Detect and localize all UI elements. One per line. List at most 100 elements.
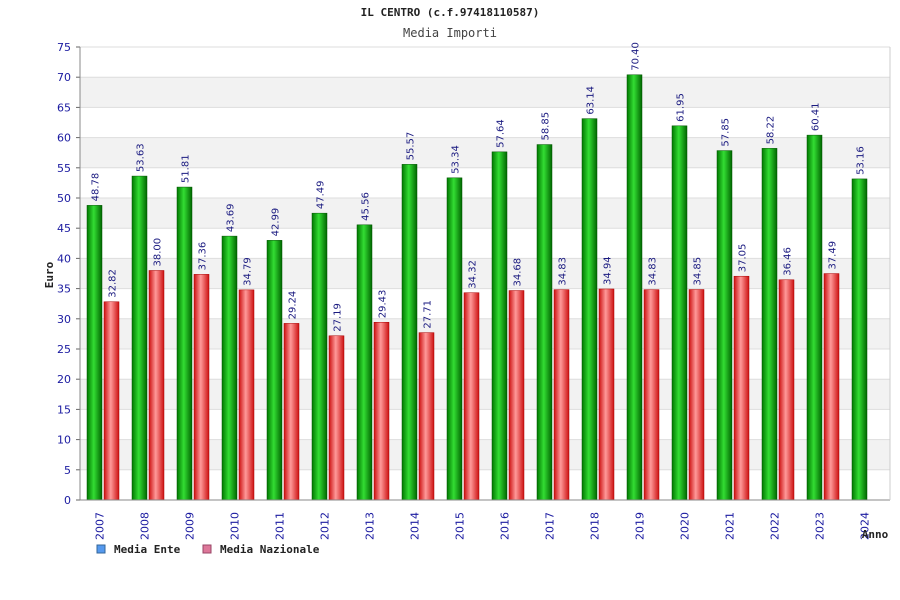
legend-swatch-media-ente	[96, 544, 106, 554]
data-label: 48.78	[91, 173, 102, 202]
grid-band	[80, 439, 890, 470]
data-label: 60.41	[811, 102, 822, 131]
data-label: 34.32	[468, 260, 479, 289]
bar-media-nazionale-2008	[148, 270, 165, 501]
y-axis-label: Euro	[43, 261, 56, 288]
data-label: 53.63	[136, 143, 147, 172]
bar-media-ente-2016	[491, 151, 508, 501]
bar-media-ente-2008	[131, 175, 148, 501]
y-tick-label: 35	[57, 283, 71, 296]
bar-media-ente-2011	[266, 240, 283, 501]
data-label: 58.85	[541, 112, 552, 141]
legend-swatch-media-nazionale	[202, 544, 212, 554]
data-label: 27.71	[423, 300, 434, 329]
y-tick-label: 70	[57, 71, 71, 84]
data-label: 70.40	[631, 42, 642, 71]
x-tick-label: 2016	[499, 512, 512, 540]
y-tick-label: 45	[57, 222, 71, 235]
bar-media-ente-2021	[716, 150, 733, 501]
data-label: 27.19	[333, 303, 344, 332]
bar-media-nazionale-2016	[508, 290, 525, 501]
bar-media-ente-2024	[851, 178, 868, 501]
data-label: 34.94	[603, 256, 614, 285]
data-label: 43.69	[226, 203, 237, 232]
y-tick-label: 65	[57, 101, 71, 114]
bar-media-ente-2019	[626, 74, 643, 501]
x-tick-label: 2021	[724, 512, 737, 540]
y-tick-label: 30	[57, 313, 71, 326]
bar-media-nazionale-2011	[283, 323, 300, 501]
y-tick-label: 5	[64, 464, 71, 477]
bar-media-nazionale-2021	[733, 275, 750, 501]
bar-media-nazionale-2014	[418, 332, 435, 501]
legend-label-media-ente: Media Ente	[114, 543, 181, 556]
data-label: 34.83	[558, 257, 569, 286]
x-tick-label: 2015	[454, 512, 467, 540]
grid-band	[80, 258, 890, 289]
data-label: 34.85	[693, 257, 704, 286]
y-tick-label: 20	[57, 373, 71, 386]
bar-media-nazionale-2009	[193, 274, 210, 501]
x-tick-label: 2018	[589, 512, 602, 540]
x-tick-label: 2013	[364, 512, 377, 540]
bar-media-nazionale-2015	[463, 292, 480, 501]
y-tick-label: 10	[57, 434, 71, 447]
data-label: 37.49	[828, 241, 839, 270]
bar-media-nazionale-2022	[778, 279, 795, 501]
y-tick-label: 0	[64, 494, 71, 507]
x-tick-label: 2024	[859, 512, 872, 540]
data-label: 34.68	[513, 258, 524, 287]
grid-band	[80, 198, 890, 229]
bar-media-ente-2007	[86, 205, 103, 501]
x-tick-label: 2009	[184, 512, 197, 540]
bar-media-ente-2012	[311, 212, 328, 501]
x-tick-label: 2017	[544, 512, 557, 540]
y-tick-label: 75	[57, 41, 71, 54]
y-tick-label: 55	[57, 162, 71, 175]
bar-media-nazionale-2007	[103, 301, 120, 501]
data-label: 63.14	[586, 86, 597, 115]
x-tick-label: 2023	[814, 512, 827, 540]
y-tick-label: 60	[57, 132, 71, 145]
bar-media-nazionale-2010	[238, 289, 255, 501]
x-tick-label: 2010	[229, 512, 242, 540]
data-label: 32.82	[108, 269, 119, 298]
chart-subtitle: Media Importi	[403, 26, 497, 40]
bar-media-ente-2013	[356, 224, 373, 501]
legend: Media Ente Media Nazionale	[96, 543, 320, 556]
x-tick-label: 2022	[769, 512, 782, 540]
y-tick-label: 50	[57, 192, 71, 205]
data-label: 57.85	[721, 118, 732, 147]
bar-media-ente-2009	[176, 186, 193, 501]
data-label: 55.57	[406, 132, 417, 161]
x-tick-label: 2012	[319, 512, 332, 540]
bar-media-ente-2010	[221, 235, 238, 501]
bar-media-nazionale-2012	[328, 335, 345, 501]
bar-media-nazionale-2018	[598, 288, 615, 501]
x-tick-label: 2007	[94, 512, 107, 540]
bar-media-nazionale-2020	[688, 289, 705, 501]
y-tick-label: 25	[57, 343, 71, 356]
data-label: 57.64	[496, 119, 507, 148]
x-tick-label: 2019	[634, 512, 647, 540]
data-label: 42.99	[271, 208, 282, 237]
grid-band	[80, 77, 890, 108]
bar-media-ente-2020	[671, 125, 688, 501]
data-label: 34.83	[648, 257, 659, 286]
data-label: 37.36	[198, 242, 209, 271]
grid-band	[80, 379, 890, 410]
bar-media-nazionale-2019	[643, 289, 660, 501]
chart-title: IL CENTRO (c.f.97418110587)	[361, 6, 540, 19]
bar-media-ente-2014	[401, 164, 418, 501]
grid-band	[80, 318, 890, 349]
bar-media-ente-2023	[806, 134, 823, 501]
bar-media-ente-2018	[581, 118, 598, 501]
data-label: 45.56	[361, 192, 372, 221]
legend-label-media-nazionale: Media Nazionale	[220, 543, 320, 556]
data-label: 53.34	[451, 145, 462, 174]
data-label: 58.22	[766, 116, 777, 145]
x-tick-label: 2014	[409, 512, 422, 540]
data-label: 36.46	[783, 247, 794, 276]
data-label: 29.24	[288, 291, 299, 320]
